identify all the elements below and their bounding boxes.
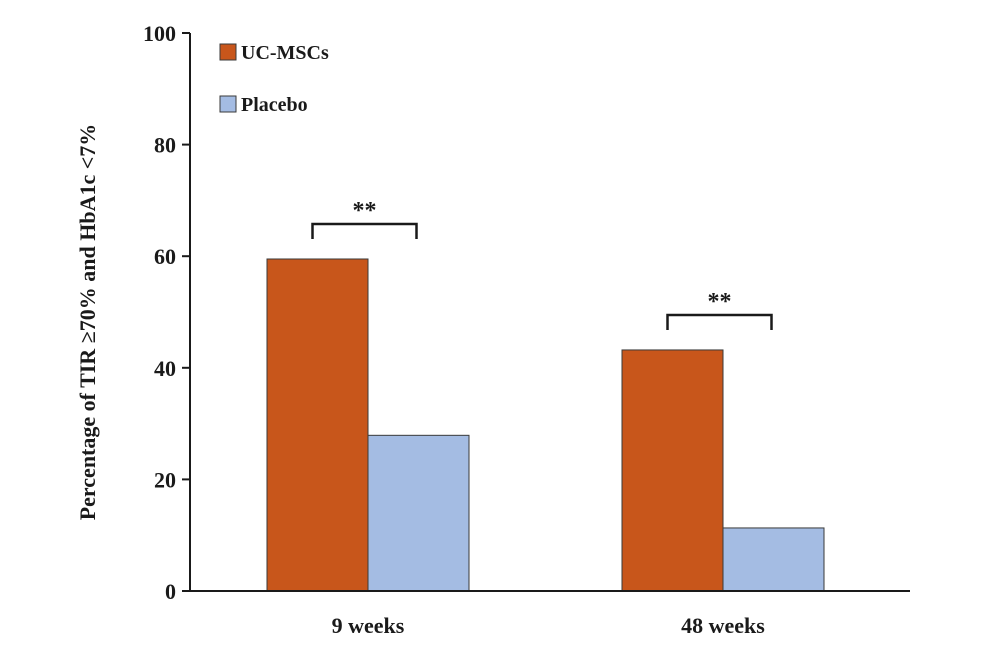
y-tick-label: 60 [154, 244, 176, 269]
y-tick-label: 0 [165, 579, 176, 604]
bar-uc-mscs-0 [266, 258, 369, 592]
significance-bracket [311, 222, 418, 239]
y-tick-label: 80 [154, 133, 176, 158]
y-axis-title: Percentage of TIR ≥70% and HbA1c <7% [75, 124, 100, 521]
legend-swatch-placebo [219, 95, 237, 113]
bar-placebo-0 [367, 434, 470, 592]
significance-label: ** [353, 198, 377, 224]
x-labels-group: 9 weeks 48 weeks [332, 613, 766, 638]
legend-label: Placebo [241, 94, 308, 116]
x-category-label: 9 weeks [332, 613, 405, 638]
bar-placebo-1 [722, 527, 825, 592]
significance-label: ** [708, 289, 732, 315]
y-ticks-group: 0 20 40 60 80 100 [143, 21, 190, 604]
significance-bracket [666, 313, 773, 330]
bars-group [266, 258, 825, 592]
y-tick-label: 100 [143, 21, 176, 46]
x-category-label: 48 weeks [681, 613, 765, 638]
y-tick-label: 20 [154, 467, 176, 492]
significance-group: ** ** [311, 198, 773, 330]
legend-label: UC-MSCs [241, 42, 329, 64]
legend-swatch-uc-mscs [219, 43, 237, 61]
bar-uc-mscs-1 [621, 349, 724, 592]
y-tick-label: 40 [154, 356, 176, 381]
legend: UC-MSCs Placebo [219, 42, 329, 116]
